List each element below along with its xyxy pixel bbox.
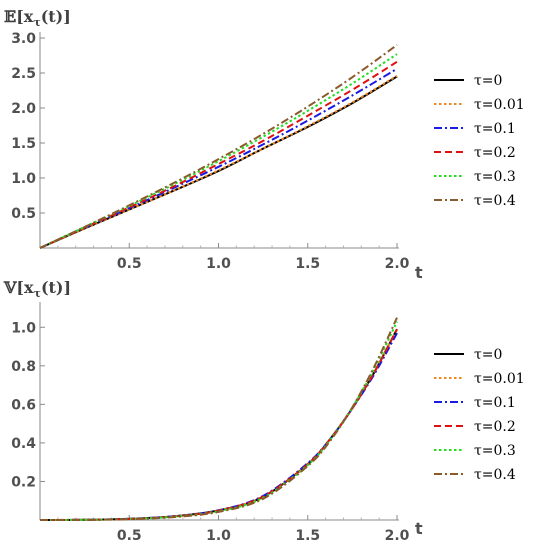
chart-title: 𝔼[xτ(t)] bbox=[4, 7, 71, 29]
y-tick-label: 3.0 bbox=[11, 31, 36, 47]
series-line bbox=[39, 317, 398, 521]
legend-label: τ=0.01 bbox=[474, 97, 525, 113]
legend-label: τ=0.3 bbox=[474, 169, 516, 185]
series-line bbox=[39, 74, 398, 249]
x-tick-label: 0.5 bbox=[117, 528, 142, 544]
x-tick-label: 1.0 bbox=[206, 528, 231, 544]
y-tick-label: 0.5 bbox=[11, 206, 36, 222]
series-line bbox=[39, 328, 398, 521]
series-line bbox=[39, 328, 398, 521]
x-tick-label: 0.5 bbox=[117, 256, 142, 272]
x-tick-label: 1.0 bbox=[206, 256, 231, 272]
x-tick-label: 1.5 bbox=[295, 256, 320, 272]
x-tick-label: 2.0 bbox=[385, 528, 410, 544]
legend-label: τ=0.2 bbox=[474, 419, 516, 435]
series-line bbox=[39, 67, 398, 249]
legend-label: τ=0.3 bbox=[474, 443, 516, 459]
y-tick-label: 1.0 bbox=[11, 320, 36, 336]
y-tick-label: 1.0 bbox=[11, 171, 36, 187]
y-tick-label: 1.5 bbox=[11, 136, 36, 152]
x-axis-label: t bbox=[415, 519, 423, 538]
legend-label: τ=0 bbox=[474, 73, 502, 89]
y-tick-label: 0.2 bbox=[11, 474, 36, 490]
legend-label: τ=0.2 bbox=[474, 145, 516, 161]
x-axis-label: t bbox=[415, 263, 423, 282]
x-tick-label: 2.0 bbox=[385, 256, 410, 272]
legend-label: τ=0.01 bbox=[474, 371, 525, 387]
y-tick-label: 0.8 bbox=[11, 359, 36, 375]
x-tick-label: 1.5 bbox=[295, 528, 320, 544]
expectation-panel: 0.5 1.0 1.5 2.0 0.5 1.0 1.5 2.0 2.5 3.0 t 𝔼[xτ(t)] τ… bbox=[4, 7, 525, 282]
y-tick-label: 2.5 bbox=[11, 66, 36, 82]
y-tick-label: 0.4 bbox=[11, 436, 36, 452]
chart-title: 𝕍[xτ(t)] bbox=[3, 278, 71, 300]
series-line bbox=[39, 44, 398, 249]
series-line bbox=[39, 53, 398, 249]
series-line bbox=[39, 328, 398, 521]
variance-panel: 0.5 1.0 1.5 2.0 0.2 0.4 0.6 0.8 1.0 t 𝕍[xτ(t)] τ=0 τ… bbox=[3, 278, 525, 544]
legend-label: τ=0 bbox=[474, 347, 502, 363]
series-line bbox=[39, 332, 398, 521]
legend-label: τ=0.1 bbox=[474, 121, 516, 137]
legend-label: τ=0.4 bbox=[474, 193, 516, 209]
legend-label: τ=0.1 bbox=[474, 395, 516, 411]
series-line bbox=[39, 60, 398, 249]
series-line bbox=[39, 75, 398, 249]
legend-label: τ=0.4 bbox=[474, 467, 516, 483]
y-tick-label: 2.0 bbox=[11, 101, 36, 117]
y-tick-label: 0.6 bbox=[11, 397, 36, 413]
